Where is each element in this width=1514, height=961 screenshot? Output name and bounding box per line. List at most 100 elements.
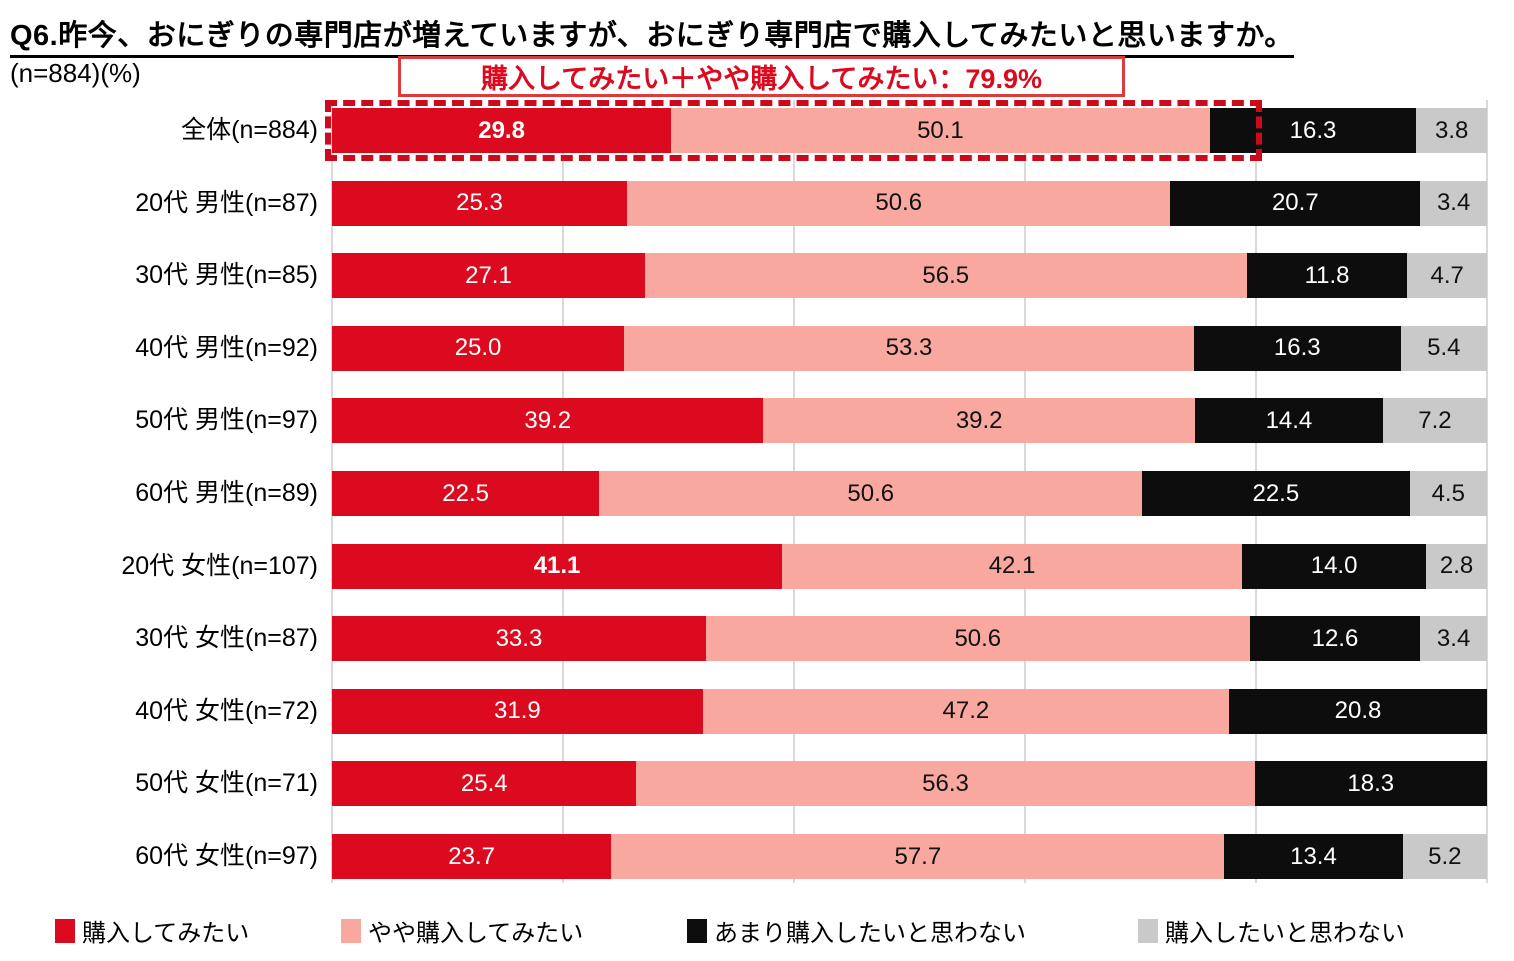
stacked-bar: 23.7 57.7 13.4 5.2 xyxy=(332,834,1487,879)
bar-segment-3: 13.4 xyxy=(1224,834,1403,879)
row-label: 40代 男性(n=92) xyxy=(135,333,318,362)
page-title: Q6.昨今、おにぎりの専門店が増えていますが、おにぎり専門店で購入してみたいと思… xyxy=(10,12,1294,58)
legend-label: 購入してみたい xyxy=(82,920,250,947)
bar-segment-2: 50.6 xyxy=(627,180,1171,226)
segment-value-label: 42.1 xyxy=(988,552,1036,580)
segment-value-label: 56.3 xyxy=(922,769,969,797)
bar-segment-1: 25.0 xyxy=(332,325,625,371)
legend-label: 購入したいと思わない xyxy=(1165,920,1405,947)
bar-segment-4: 4.5 xyxy=(1409,471,1487,516)
bar-segment-3: 16.3 xyxy=(1209,108,1417,153)
segment-value-label: 11.8 xyxy=(1304,261,1350,289)
bar-segment-3: 14.4 xyxy=(1194,398,1383,444)
bar-segment-2: 50.6 xyxy=(705,616,1250,662)
chart-row: 60代 女性(n=97) 23.7 57.7 13.4 5.2 xyxy=(0,834,1514,879)
segment-value-label: 14.0 xyxy=(1310,552,1358,580)
bar-rows: 全体(n=884) 29.8 50.1 16.3 3.8 20代 男性(n=87) 25.3… xyxy=(0,100,1514,883)
chart-row: 全体(n=884) 29.8 50.1 16.3 3.8 xyxy=(0,100,1514,161)
row-label: 30代 男性(n=85) xyxy=(135,261,318,290)
segment-value-label: 20.7 xyxy=(1271,189,1319,217)
segment-value-label: 23.7 xyxy=(448,842,496,870)
segment-value-label: 47.2 xyxy=(942,697,990,725)
legend-item: 購入したいと思わない xyxy=(1138,908,1405,953)
stacked-bar: 27.1 56.5 11.8 4.7 xyxy=(332,253,1487,299)
segment-value-label: 5.2 xyxy=(1428,842,1462,870)
legend-label: あまり購入したいと思わない xyxy=(714,920,1026,947)
stacked-bar: 25.0 53.3 16.3 5.4 xyxy=(332,325,1488,371)
segment-value-label: 25.3 xyxy=(456,189,503,217)
bar-segment-1: 25.4 xyxy=(332,761,637,807)
chart-row: 50代 女性(n=71) 25.4 56.3 18.3 xyxy=(0,761,1514,807)
segment-value-label: 41.1 xyxy=(533,552,581,580)
bar-segment-2: 50.6 xyxy=(599,471,1143,516)
bar-segment-3: 22.5 xyxy=(1142,471,1410,516)
row-label: 50代 女性(n=71) xyxy=(135,769,318,798)
chart-row: 60代 男性(n=89) 22.5 50.6 22.5 4.5 xyxy=(0,471,1514,516)
segment-value-label: 29.8 xyxy=(478,116,525,144)
stacked-bar: 33.3 50.6 12.6 3.4 xyxy=(332,616,1487,662)
stacked-bar: 31.9 47.2 20.8 xyxy=(332,688,1487,734)
bar-segment-1: 31.9 xyxy=(332,688,703,734)
segment-value-label: 50.1 xyxy=(917,116,964,144)
bar-segment-4: 3.4 xyxy=(1420,616,1487,662)
stacked-bar: 41.1 42.1 14.0 2.8 xyxy=(332,543,1488,589)
stacked-bar: 22.5 50.6 22.5 4.5 xyxy=(332,471,1487,516)
row-label: 60代 男性(n=89) xyxy=(135,479,318,507)
bar-segment-3: 14.0 xyxy=(1242,543,1427,589)
bar-segment-4: 4.7 xyxy=(1407,253,1487,299)
legend-item: やや購入してみたい xyxy=(341,908,583,953)
row-label: 60代 女性(n=97) xyxy=(135,842,318,870)
bar-segment-3: 16.3 xyxy=(1193,325,1401,371)
segment-value-label: 16.3 xyxy=(1273,334,1321,362)
legend-item: 購入してみたい xyxy=(55,908,249,953)
bar-segment-2: 42.1 xyxy=(782,543,1243,589)
callout-total-text: 購入してみたい＋やや購入してみたい：79.9% xyxy=(481,64,1042,94)
bar-segment-1: 29.8 xyxy=(332,108,672,153)
legend-swatch xyxy=(687,918,707,943)
segment-value-label: 50.6 xyxy=(847,479,895,507)
segment-value-label: 57.7 xyxy=(894,842,942,870)
legend-item: あまり購入したいと思わない xyxy=(687,908,1026,953)
callout-total-box: 購入してみたい＋やや購入してみたい：79.9% xyxy=(398,56,1125,97)
legend-swatch xyxy=(341,918,361,943)
chart-row: 30代 女性(n=87) 33.3 50.6 12.6 3.4 xyxy=(0,616,1514,662)
segment-value-label: 39.2 xyxy=(524,406,572,434)
bar-segment-4: 2.8 xyxy=(1426,543,1488,589)
bar-segment-1: 22.5 xyxy=(332,471,600,516)
bar-segment-3: 20.7 xyxy=(1170,180,1421,226)
bar-segment-1: 25.3 xyxy=(332,180,628,226)
gridline xyxy=(1486,100,1488,883)
row-label: 30代 女性(n=87) xyxy=(135,624,318,653)
segment-value-label: 4.5 xyxy=(1431,479,1465,507)
bar-segment-1: 39.2 xyxy=(332,398,764,444)
row-label: 20代 男性(n=87) xyxy=(135,188,318,217)
bar-segment-3: 12.6 xyxy=(1249,616,1421,662)
bar-segment-1: 27.1 xyxy=(332,253,645,299)
segment-value-label: 3.4 xyxy=(1436,624,1471,652)
stacked-bar: 25.4 56.3 18.3 xyxy=(332,761,1487,807)
sample-size-note: (n=884)(%) xyxy=(10,58,141,88)
legend-swatch xyxy=(1138,918,1158,943)
bar-segment-3: 11.8 xyxy=(1246,253,1408,299)
bar-segment-1: 41.1 xyxy=(332,543,783,589)
legend-label: やや購入してみたい xyxy=(368,920,584,947)
bar-segment-4: 7.2 xyxy=(1382,398,1487,444)
segment-value-label: 50.6 xyxy=(875,189,923,217)
segment-value-label: 22.5 xyxy=(442,479,490,507)
bar-segment-2: 56.5 xyxy=(644,253,1247,299)
segment-value-label: 12.6 xyxy=(1311,624,1359,652)
stacked-bar: 25.3 50.6 20.7 3.4 xyxy=(332,180,1487,226)
row-label: 20代 女性(n=107) xyxy=(121,551,318,580)
bar-segment-4: 5.2 xyxy=(1402,834,1487,879)
chart-row: 40代 女性(n=72) 31.9 47.2 20.8 xyxy=(0,688,1514,734)
row-label: 40代 女性(n=72) xyxy=(135,696,318,725)
segment-value-label: 2.8 xyxy=(1439,552,1474,580)
chart-row: 20代 女性(n=107) 41.1 42.1 14.0 2.8 xyxy=(0,543,1514,589)
segment-value-label: 18.3 xyxy=(1347,769,1395,797)
segment-value-label: 25.4 xyxy=(460,769,508,797)
segment-value-label: 5.4 xyxy=(1427,334,1461,362)
bar-segment-3: 18.3 xyxy=(1254,761,1487,807)
bar-segment-3: 20.8 xyxy=(1228,688,1487,734)
bar-segment-1: 33.3 xyxy=(332,616,706,662)
chart-row: 50代 男性(n=97) 39.2 39.2 14.4 7.2 xyxy=(0,398,1514,444)
